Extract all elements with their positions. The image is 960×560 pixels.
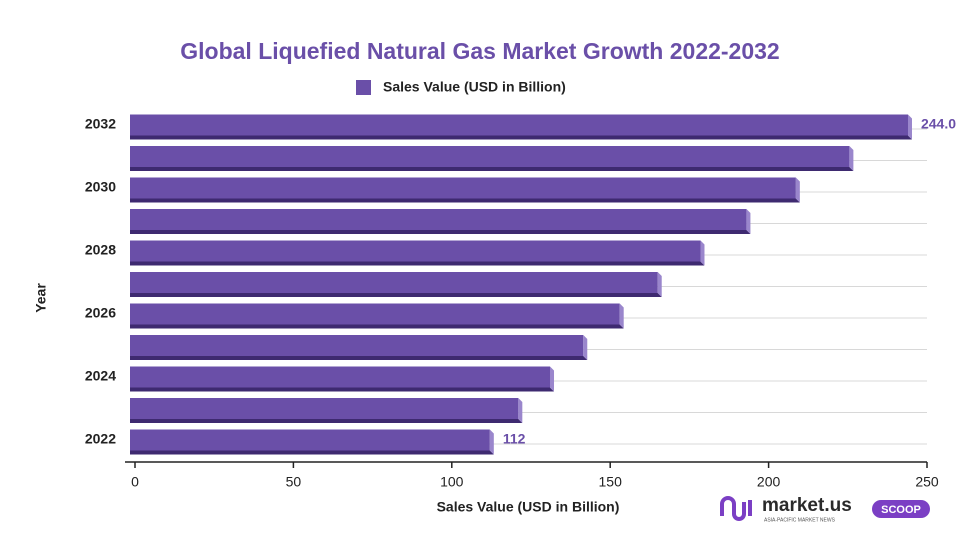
bar-face: [130, 240, 701, 262]
y-tick-label: 2024: [85, 368, 116, 384]
legend-swatch: [356, 80, 371, 95]
bar: [130, 177, 800, 203]
bar-face: [657, 272, 662, 297]
logo-icon: [720, 496, 752, 521]
bar-face: [550, 366, 555, 392]
value-label: 112: [503, 431, 526, 447]
bar-face: [130, 335, 584, 356]
logo-tagline: ASIA-PACIFIC MARKET NEWS: [764, 517, 836, 523]
bar-face: [130, 419, 523, 423]
bar-face: [130, 293, 662, 297]
bar-face: [489, 429, 494, 455]
x-tick-label: 50: [286, 474, 302, 490]
y-tick-label: 2028: [85, 242, 116, 258]
value-label: 244.0: [921, 116, 956, 132]
y-tick-label: 2030: [85, 179, 116, 195]
x-tick-label: 200: [757, 474, 781, 490]
bar-face: [130, 366, 551, 388]
bar-face: [130, 167, 854, 171]
bar-face: [130, 450, 494, 455]
bar-face: [619, 303, 624, 329]
y-tick-label: 2026: [85, 305, 116, 321]
bar-face: [130, 230, 751, 234]
logo-badge: [872, 500, 930, 518]
bar-face: [130, 146, 850, 167]
logo-brand: market.us: [762, 495, 852, 516]
bar-face: [130, 324, 624, 329]
bar: [130, 146, 854, 171]
y-tick-label: 2022: [85, 431, 116, 447]
bar: [130, 335, 588, 360]
bar: [130, 240, 705, 266]
x-tick-label: 250: [915, 474, 939, 490]
bar-face: [130, 114, 908, 136]
logo: market.us ASIA-PACIFIC MARKET NEWS SCOOP: [720, 495, 930, 523]
bar-face: [907, 114, 912, 140]
bar: [130, 114, 912, 140]
bar-face: [130, 303, 620, 325]
x-axis-title: Sales Value (USD in Billion): [437, 499, 620, 515]
bar-face: [130, 387, 555, 392]
bar-face: [130, 209, 747, 230]
x-tick-label: 100: [440, 474, 464, 490]
bar-face: [700, 240, 705, 266]
bar-face: [746, 209, 751, 234]
x-tick-label: 150: [599, 474, 623, 490]
bar: [130, 366, 555, 392]
bar-face: [795, 177, 800, 203]
x-tick-label: 0: [131, 474, 139, 490]
chart-title: Global Liquefied Natural Gas Market Grow…: [180, 38, 779, 64]
y-tick-label: 2032: [85, 116, 116, 132]
bar-face: [518, 398, 523, 423]
bar: [130, 272, 662, 297]
y-axis-title: Year: [33, 283, 49, 313]
bar-face: [130, 429, 490, 451]
bar-face: [583, 335, 588, 360]
bar-face: [130, 177, 796, 199]
bar-face: [130, 261, 705, 266]
bar: [130, 398, 523, 423]
bar-face: [130, 272, 658, 293]
bar-face: [130, 356, 588, 360]
bar-face: [130, 198, 800, 203]
bar-face: [849, 146, 854, 171]
bar-face: [130, 398, 519, 419]
bar: [130, 429, 494, 455]
bar: [130, 303, 624, 329]
legend-label: Sales Value (USD in Billion): [383, 79, 566, 95]
bar: [130, 209, 751, 234]
logo-badge-text: SCOOP: [881, 504, 921, 516]
bar-face: [130, 135, 912, 140]
